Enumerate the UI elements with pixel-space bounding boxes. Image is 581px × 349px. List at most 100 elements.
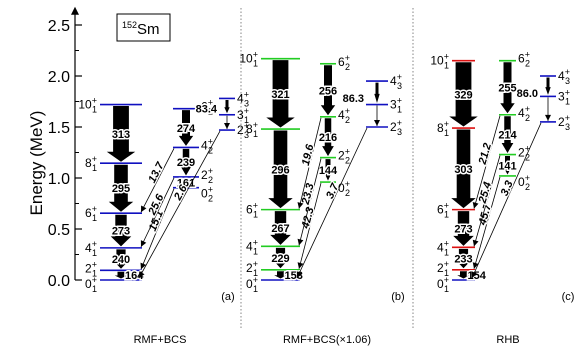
ground-level-label-6-parity: + [444,201,449,211]
y-axis-title: Energy (MeV) [27,111,46,216]
ground-transition-arrow [114,271,128,279]
beta-level-label-6: 6+ 2 [201,98,213,117]
interband-transition-arrow-head [297,262,304,269]
ground-level-label-0: 0+ 1 [246,275,258,294]
ground-level-label-4-index: 1 [253,246,258,256]
interband-transition-arrow-head [140,240,147,247]
ground-level-label-2: 2+ 1 [246,259,258,278]
beta-transition-arrow [503,156,512,175]
ground-level-label-6-index: 1 [92,213,97,223]
gamma-transition-value: 86.0 [517,88,538,100]
gamma-level-label-4: 4+ 3 [558,67,570,86]
gamma-level-label-2-j: 2 [558,115,565,129]
interband-transition-arrow-head [296,271,303,278]
ground-transition-arrow [451,129,476,209]
ground-level-label-4-j: 4 [85,241,92,255]
ground-level-label-2-index: 1 [92,268,97,278]
interband-transition-arrow-line [298,182,322,269]
gamma-level-label-3: 3+ 1 [390,96,402,115]
beta-level-label-0: 0+ 2 [518,173,530,192]
ground-level-label-4: 4+ 1 [85,239,97,258]
interband-transition-arrow-line [140,177,175,248]
ground-level-label-0-j: 0 [437,277,444,291]
gamma-level-label-2-j: 2 [237,123,244,137]
ground-level-label-2-parity: + [92,259,97,269]
gamma-level-label-4-j: 4 [237,91,244,105]
beta-transition-arrow [323,159,333,181]
ground-level-label-0-index: 1 [444,284,449,294]
y-tick-label: 2.5 [48,18,70,35]
ground-level-label-10: 10+ 1 [239,50,258,69]
ground-transition-value: 296 [271,164,289,176]
ground-level-label-8-parity: + [253,120,258,130]
y-tick-label: 1.5 [48,120,70,137]
y-axis-arrowhead [71,6,79,15]
ground-level-label-8-j: 8 [437,121,444,135]
ground-transition-arrow [108,164,134,212]
beta-transition-arrow [501,116,514,154]
ground-transition-value: 233 [454,254,472,266]
ground-level-label-0: 0+ 1 [437,275,449,294]
gamma-level-label-3-index: 1 [565,96,570,106]
beta-level-label-4-index: 2 [525,113,530,123]
beta-level-label-2-j: 2 [201,168,208,182]
method-label: RHB [496,334,519,346]
beta-level-label-6: 6+ 2 [338,53,350,72]
gamma-level-label-4-parity: + [397,72,402,82]
beta-level-label-2: 2+ 2 [518,144,530,163]
interband-transition-arrow-head [140,262,147,270]
ground-level-label-6: 6+ 1 [437,201,449,220]
interband-transition-arrow-line [473,115,501,209]
beta-level-label-4: 4+ 2 [338,106,350,125]
interband-transition-arrow-line [298,117,322,209]
beta-level-label-0-j: 0 [338,181,345,195]
ground-level-label-0-index: 1 [92,284,97,294]
nucleus-frame [116,13,171,42]
beta-level-label-2-j: 2 [518,146,525,160]
ground-transition-arrow [106,106,136,162]
ground-level-label-2-j: 2 [437,261,444,275]
ground-level-label-8-j: 8 [246,122,253,136]
beta-level-label-6: 6+ 2 [518,50,530,69]
ground-level-label-10-parity: + [444,52,449,62]
beta-level-label-6-parity: + [208,98,213,108]
beta-level-label-0-parity: + [208,185,213,195]
ground-level-label-10-index: 1 [92,105,97,115]
ground-level-label-4-parity: + [92,239,97,249]
energy-axis: 0.0 0.5 1.0 1.5 2.0 2.5 [48,6,82,290]
panel-letter: (a) [221,291,234,303]
ground-transition-value: 154 [468,270,487,282]
gamma-level-label-3-j: 3 [390,98,397,112]
ground-level-label-6-parity: + [253,201,258,211]
beta-transition-value: 274 [177,123,196,135]
beta-level-label-4-index: 2 [208,145,213,155]
beta-level-label-4-j: 4 [201,138,208,152]
interband-transition-arrow-head [141,205,147,213]
gamma-level-label-2: 2+ 3 [390,118,402,137]
y-tick-label: 2.0 [48,69,70,86]
beta-transition-arrow [322,118,334,157]
gamma-level-label-3-parity: + [244,106,249,116]
ground-level-label-8: 8+ 1 [246,120,258,139]
gamma-level-label-2-parity: + [397,118,402,128]
gamma-level-label-3-index: 1 [397,105,402,115]
ground-level-label-10-j: 10 [78,98,92,112]
ground-level-label-8-index: 1 [253,129,258,139]
interband-transition-arrow-line [298,158,322,246]
gamma-level-label-4-j: 4 [558,69,565,83]
beta-transition-arrow [500,62,515,114]
gamma-transition-cont-head [545,114,551,121]
beta-transition-value: 216 [319,132,337,144]
gamma-level-label-4-parity: + [565,67,570,77]
ground-level-label-2-parity: + [253,259,258,269]
interband-transition-arrow-line [138,130,221,279]
ground-level-label-6-index: 1 [253,210,258,220]
beta-level-label-4-j: 4 [338,108,345,122]
beta-level-label-6-j: 6 [518,52,525,66]
ground-level-label-2-index: 1 [253,268,258,278]
beta-transition-arrow [181,178,191,187]
ground-level-label-0-index: 1 [253,284,258,294]
